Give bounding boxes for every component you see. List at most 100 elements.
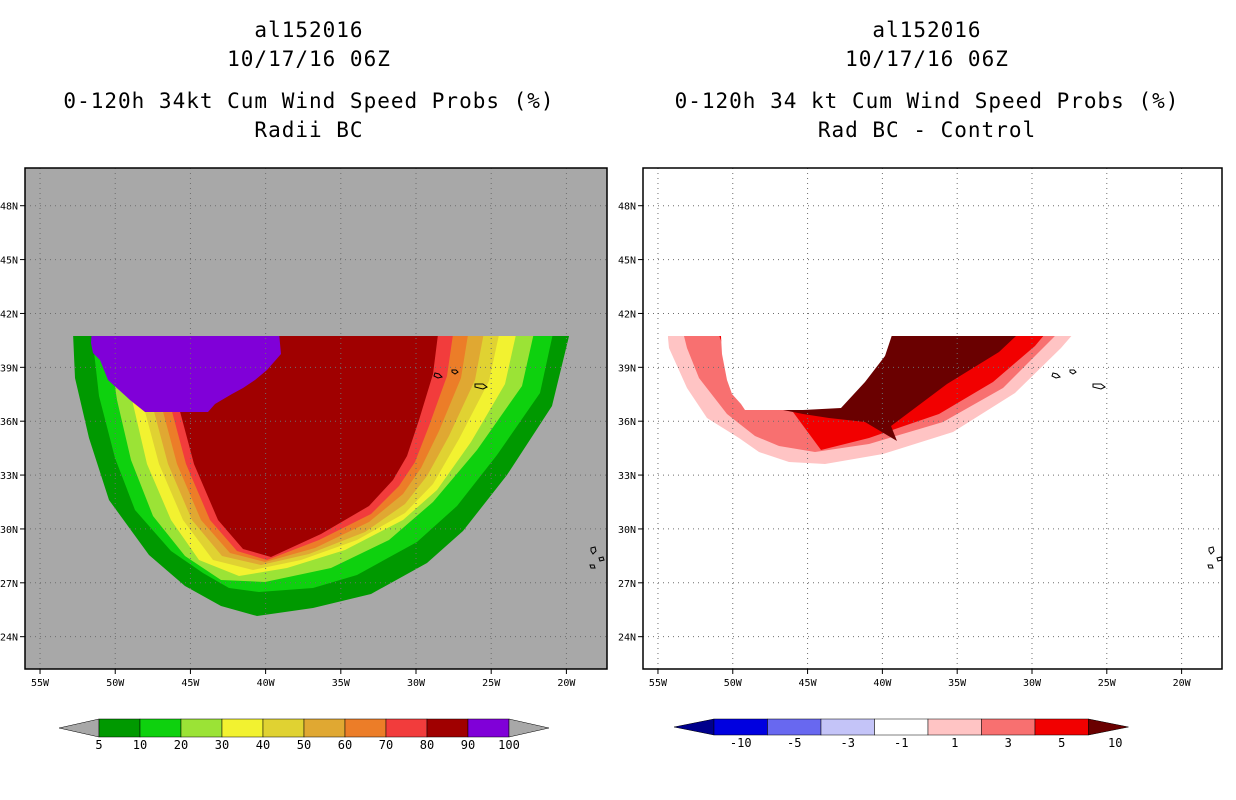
y-tick-label: 36N <box>618 417 636 428</box>
azores-island <box>1051 372 1061 379</box>
y-tick-label: 42N <box>0 309 18 320</box>
right-chart-subtitle: Rad BC - Control <box>817 118 1037 142</box>
y-tick-label: 48N <box>0 202 18 213</box>
prob-colorbar-label: 10 <box>133 738 147 752</box>
prob-colorbar-under-triangle <box>58 718 100 738</box>
y-tick-label: 27N <box>618 579 636 590</box>
prob-colorbar-swatch <box>221 718 264 738</box>
prob-colorbar-swatch <box>98 718 141 738</box>
left-title-block: al152016 10/17/16 06Z 0-120h 34kt Cum Wi… <box>0 16 618 145</box>
diff-colorbar-swatch <box>927 718 982 736</box>
y-tick-label: 36N <box>0 417 18 428</box>
plot-frame <box>24 167 608 670</box>
prob-colorbar-swatch <box>139 718 182 738</box>
right-chart-title: 0-120h 34 kt Cum Wind Speed Probs (%) <box>674 89 1180 113</box>
canary-island <box>1208 546 1215 555</box>
left-chart-subtitle: Radii BC <box>254 118 364 142</box>
prob-colorbar-swatch <box>344 718 387 738</box>
y-tick-label: 30N <box>618 525 636 536</box>
diff-colorbar-label: -5 <box>787 736 801 750</box>
x-tick-label: 55W <box>31 678 50 689</box>
prob-colorbar-swatch <box>385 718 428 738</box>
azores-island <box>1092 383 1106 390</box>
right-title-block: al152016 10/17/16 06Z 0-120h 34 kt Cum W… <box>618 16 1236 145</box>
x-tick-label: 20W <box>1173 678 1192 689</box>
x-tick-label: 50W <box>724 678 743 689</box>
y-tick-label: 48N <box>618 202 636 213</box>
y-tick-label: 33N <box>618 471 636 482</box>
left-date: 10/17/16 06Z <box>227 47 391 71</box>
prob-colorbar-label: 90 <box>461 738 475 752</box>
prob-colorbar-swatch <box>262 718 305 738</box>
x-tick-label: 25W <box>482 678 501 689</box>
azores-island <box>474 383 488 390</box>
diff-colorbar-swatch <box>1034 718 1089 736</box>
prob-colorbar-swatch <box>467 718 510 738</box>
canary-island <box>598 556 605 562</box>
y-tick-label: 45N <box>618 256 636 267</box>
probability-contours <box>73 336 605 616</box>
right-difference-map: 55W 50W 45W 40W 35W 30W 25W 20W 24N 27N 30N 33N 36N 3… <box>618 167 1223 750</box>
y-tick-label: 24N <box>618 633 636 644</box>
x-tick-label: 35W <box>948 678 967 689</box>
x-tick-label: 25W <box>1098 678 1117 689</box>
x-tick-label: 30W <box>1023 678 1042 689</box>
diff-colorbar-label: 3 <box>1005 736 1012 750</box>
prob-colorbar-label: 100 <box>498 738 520 752</box>
right-storm-id: al152016 <box>872 18 982 42</box>
y-tick-label: 39N <box>618 363 636 374</box>
diff-colorbar-label: 1 <box>951 736 958 750</box>
diff-colorbar-label: -3 <box>841 736 855 750</box>
y-tick-label: 24N <box>0 633 18 644</box>
y-tick-label: 27N <box>0 579 18 590</box>
prob-colorbar-label: 20 <box>174 738 188 752</box>
prob-colorbar-over-triangle <box>508 718 550 738</box>
prob-colorbar-label: 60 <box>338 738 352 752</box>
prob-colorbar-label: 5 <box>95 738 102 752</box>
diff-colorbar-under-triangle <box>673 718 715 736</box>
y-tick-label: 39N <box>0 363 18 374</box>
difference-contours <box>668 336 1223 569</box>
plot-frame <box>642 167 1223 670</box>
y-tick-label: 45N <box>0 256 18 267</box>
prob-band-90 <box>91 336 281 412</box>
prob-colorbar-label: 40 <box>256 738 270 752</box>
y-tick-label: 42N <box>618 309 636 320</box>
canary-island <box>1207 564 1214 569</box>
x-tick-label: 35W <box>332 678 351 689</box>
azores-island <box>1069 369 1077 375</box>
diff-colorbar-swatch <box>874 718 929 736</box>
left-chart-title: 0-120h 34kt Cum Wind Speed Probs (%) <box>63 89 555 113</box>
left-panel: al152016 10/17/16 06Z 0-120h 34kt Cum Wi… <box>0 16 618 752</box>
prob-colorbar-swatch <box>180 718 223 738</box>
canary-island <box>590 546 597 555</box>
diff-colorbar-label: -1 <box>894 736 908 750</box>
diff-colorbar-swatch <box>713 718 768 736</box>
right-panel: al152016 10/17/16 06Z 0-120h 34 kt Cum W… <box>618 0 1236 800</box>
diff-colorbar-label: -10 <box>730 736 752 750</box>
x-tick-label: 40W <box>873 678 892 689</box>
x-tick-label: 55W <box>649 678 668 689</box>
prob-colorbar-swatch <box>303 718 346 738</box>
prob-colorbar-label: 50 <box>297 738 311 752</box>
diff-colorbar-swatch <box>767 718 822 736</box>
prob-colorbar-swatch <box>426 718 469 738</box>
prob-colorbar-label: 80 <box>420 738 434 752</box>
y-tick-label: 33N <box>0 471 18 482</box>
azores-island <box>433 372 443 379</box>
diff-colorbar-label: 5 <box>1058 736 1065 750</box>
x-tick-label: 45W <box>799 678 818 689</box>
prob-colorbar-label: 70 <box>379 738 393 752</box>
azores-island <box>451 369 459 375</box>
x-tick-label: 50W <box>106 678 125 689</box>
x-tick-label: 40W <box>257 678 276 689</box>
diff-colorbar-swatch <box>981 718 1036 736</box>
diff-colorbar-swatch <box>820 718 875 736</box>
y-tick-label: 30N <box>0 525 18 536</box>
left-probability-map: 55W 50W 45W 40W 35W 30W 25W 20W 24N 27N 30N 33N 36N 3… <box>0 167 608 752</box>
x-tick-label: 20W <box>557 678 576 689</box>
x-tick-label: 45W <box>181 678 200 689</box>
diff-colorbar-over-triangle <box>1088 718 1129 736</box>
x-tick-label: 30W <box>407 678 426 689</box>
right-date: 10/17/16 06Z <box>845 47 1009 71</box>
